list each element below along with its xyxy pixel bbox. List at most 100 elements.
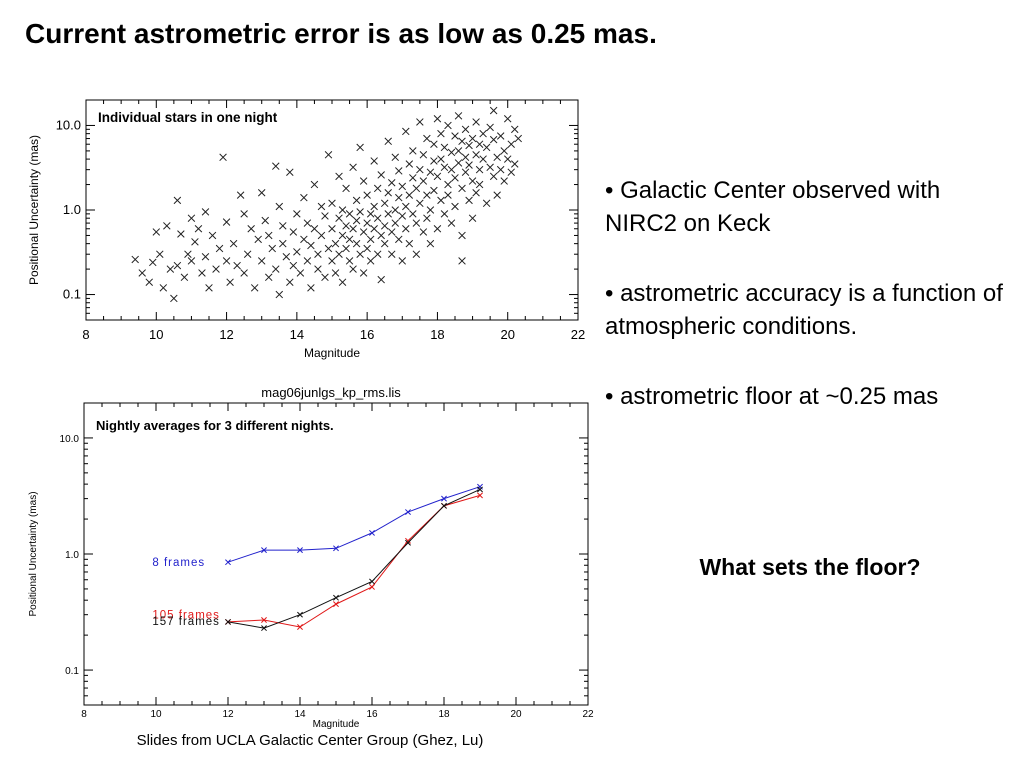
marker-stroke [257, 188, 266, 197]
scatter-point [352, 239, 361, 248]
marker-stroke [369, 529, 375, 536]
scatter-point [461, 168, 470, 176]
scatter-point [458, 184, 466, 193]
chart-annotation: Nightly averages for 3 different nights. [96, 418, 334, 433]
marker-stroke [272, 265, 280, 273]
marker-stroke [219, 153, 227, 162]
marker-stroke [440, 163, 449, 172]
marker-stroke [477, 486, 483, 493]
scatter-point [370, 225, 378, 233]
marker-stroke [451, 202, 459, 211]
scatter-point [208, 231, 217, 240]
marker-stroke [180, 273, 189, 282]
marker-stroke [458, 257, 466, 265]
slide-title: Current astrometric error is as low as 0… [25, 18, 657, 49]
marker-stroke [352, 239, 361, 248]
scatter-point [423, 134, 431, 143]
marker-stroke [333, 545, 339, 552]
scatter-point [349, 163, 357, 172]
scatter-point [268, 244, 277, 253]
scatter-point [187, 214, 196, 222]
scatter-point [289, 261, 298, 270]
x-tick-label: 22 [582, 709, 594, 720]
scatter-point [444, 180, 452, 189]
scatter-point [489, 135, 498, 144]
scatter-point [405, 191, 414, 199]
scatter-point [152, 228, 161, 236]
marker-stroke [458, 184, 466, 193]
marker-stroke [226, 278, 234, 286]
scatter-point [296, 269, 305, 277]
marker-stroke [451, 132, 459, 140]
marker-stroke [510, 160, 519, 168]
x-tick-label: 14 [290, 327, 304, 342]
scatter-point [440, 210, 449, 218]
scatter-point [226, 278, 234, 286]
scatter-point [409, 147, 417, 155]
marker-stroke [215, 244, 224, 253]
scatter-point [486, 163, 494, 172]
scatter-point [359, 177, 368, 185]
y-axis-label: Positional Uncertainty (mas) [27, 135, 41, 285]
scatter-point [447, 219, 456, 227]
scatter-point [328, 225, 336, 233]
series-point [477, 486, 483, 493]
marker-stroke [286, 168, 294, 176]
marker-stroke [440, 210, 449, 218]
scatter-point [419, 151, 428, 159]
marker-stroke [444, 191, 452, 199]
scatter-point [233, 261, 241, 270]
series-point [369, 529, 375, 536]
y-tick-label: 1.0 [63, 202, 81, 217]
marker-stroke [275, 202, 284, 211]
scatter-point [328, 257, 336, 265]
marker-stroke [173, 261, 182, 270]
scatter-point [416, 118, 424, 126]
scatter-point [395, 167, 403, 175]
marker-stroke [402, 127, 410, 136]
scatter-point [321, 212, 329, 220]
marker-stroke [222, 218, 231, 226]
scatter-point [377, 275, 385, 284]
scatter-point [250, 284, 259, 292]
scatter-point [409, 210, 417, 218]
series-157-frames [225, 486, 483, 632]
marker-stroke [419, 151, 428, 159]
scatter-point [173, 196, 182, 205]
scatter-point [279, 222, 287, 230]
marker-stroke [465, 141, 473, 150]
scatter-point [482, 143, 491, 152]
marker-stroke [370, 225, 378, 233]
series-point [405, 537, 411, 544]
scatter-point [345, 235, 354, 244]
scatter-point [338, 206, 347, 214]
marker-stroke [307, 241, 315, 250]
bullet-atmospheric-conditions: • astrometric accuracy is a function of … [605, 280, 1003, 340]
marker-stroke [405, 539, 411, 546]
marker-stroke [465, 196, 473, 205]
scatter-point [257, 188, 266, 197]
scatter-point [398, 212, 407, 220]
marker-stroke [243, 250, 252, 258]
marker-stroke [387, 250, 396, 258]
series-line [227, 494, 481, 628]
marker-stroke [489, 106, 498, 115]
scatter-point [405, 160, 414, 168]
marker-stroke [342, 184, 350, 193]
scatter-point [447, 148, 456, 157]
marker-stroke [194, 225, 203, 233]
scatter-point [166, 265, 175, 273]
x-tick-label: 8 [81, 709, 87, 720]
y-axis-label: Positional Uncertainty (mas) [28, 491, 39, 616]
marker-stroke [310, 225, 319, 233]
marker-stroke [349, 265, 357, 273]
marker-stroke [349, 163, 357, 172]
scatter-point [131, 255, 139, 264]
marker-stroke [321, 273, 329, 282]
scatter-point [391, 219, 400, 227]
series-point [333, 594, 339, 601]
scatter-point [451, 174, 459, 182]
marker-stroke [510, 125, 519, 134]
marker-stroke [149, 258, 157, 267]
scatter-point [472, 118, 480, 126]
